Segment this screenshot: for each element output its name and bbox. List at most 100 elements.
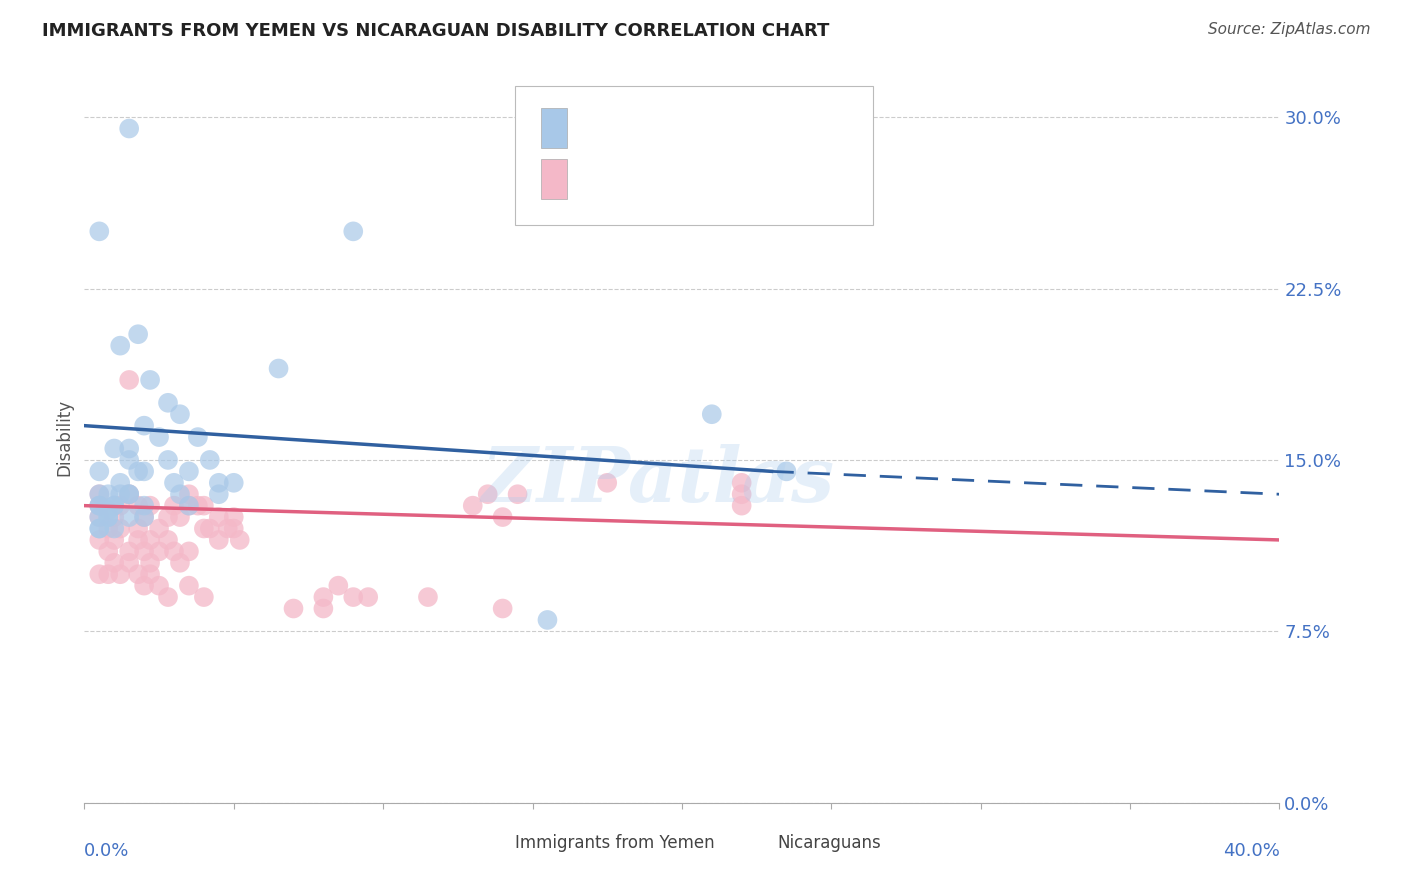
Point	[208, 533, 231, 547]
Y-axis label: Disability: Disability	[55, 399, 73, 475]
Point	[536, 613, 558, 627]
Point	[127, 327, 149, 342]
Point	[110, 487, 132, 501]
Point	[157, 396, 180, 410]
Point	[163, 544, 186, 558]
Point	[89, 510, 111, 524]
Point	[103, 499, 125, 513]
Point	[208, 475, 231, 490]
Point	[132, 544, 156, 558]
Point	[97, 503, 120, 517]
Point	[187, 430, 209, 444]
Point	[177, 544, 200, 558]
Point	[198, 521, 221, 535]
Point	[477, 487, 499, 501]
Point	[775, 464, 797, 478]
Point	[89, 487, 111, 501]
Point	[118, 487, 141, 501]
Point	[148, 430, 170, 444]
Point	[118, 442, 141, 456]
Point	[222, 510, 245, 524]
Text: R = -0.087: R = -0.087	[582, 170, 678, 188]
Point	[89, 521, 111, 535]
FancyBboxPatch shape	[541, 159, 567, 199]
Point	[110, 475, 132, 490]
FancyBboxPatch shape	[515, 86, 873, 225]
Point	[731, 499, 754, 513]
Point	[118, 121, 141, 136]
Point	[157, 453, 180, 467]
Point	[596, 475, 619, 490]
Point	[208, 487, 231, 501]
Point	[89, 499, 111, 513]
Point	[118, 544, 141, 558]
Point	[731, 487, 754, 501]
Text: 40.0%: 40.0%	[1223, 842, 1279, 860]
Text: 0.0%: 0.0%	[84, 842, 129, 860]
Text: Nicaraguans: Nicaraguans	[778, 834, 882, 852]
Point	[89, 464, 111, 478]
Point	[103, 556, 125, 570]
Point	[89, 224, 111, 238]
Point	[89, 521, 111, 535]
Point	[103, 510, 125, 524]
Point	[157, 533, 180, 547]
Point	[148, 544, 170, 558]
Text: ZIPatlas: ZIPatlas	[481, 444, 835, 518]
Point	[169, 556, 191, 570]
Point	[157, 590, 180, 604]
Point	[163, 499, 186, 513]
Point	[461, 499, 484, 513]
Point	[416, 590, 439, 604]
Point	[139, 556, 162, 570]
Point	[267, 361, 290, 376]
Point	[132, 499, 156, 513]
Point	[127, 499, 149, 513]
Point	[89, 499, 111, 513]
Point	[89, 499, 111, 513]
Point	[97, 487, 120, 501]
Point	[731, 475, 754, 490]
Point	[328, 579, 350, 593]
Point	[127, 567, 149, 582]
Point	[118, 556, 141, 570]
Point	[169, 407, 191, 421]
Point	[163, 475, 186, 490]
Point	[139, 499, 162, 513]
Point	[193, 499, 215, 513]
Point	[127, 464, 149, 478]
Point	[357, 590, 380, 604]
Point	[312, 590, 335, 604]
Point	[118, 453, 141, 467]
Point	[229, 533, 252, 547]
Point	[132, 418, 156, 433]
Point	[148, 521, 170, 535]
Text: N = 50: N = 50	[704, 119, 768, 137]
Point	[169, 510, 191, 524]
Point	[103, 521, 125, 535]
Point	[110, 338, 132, 352]
Point	[118, 510, 141, 524]
Point	[97, 544, 120, 558]
FancyBboxPatch shape	[541, 108, 567, 148]
Point	[177, 487, 200, 501]
Point	[283, 601, 305, 615]
Text: IMMIGRANTS FROM YEMEN VS NICARAGUAN DISABILITY CORRELATION CHART: IMMIGRANTS FROM YEMEN VS NICARAGUAN DISA…	[42, 22, 830, 40]
Point	[97, 521, 120, 535]
Point	[97, 510, 120, 524]
Point	[110, 567, 132, 582]
Point	[208, 510, 231, 524]
Point	[177, 579, 200, 593]
Point	[193, 521, 215, 535]
Point	[103, 499, 125, 513]
Point	[148, 579, 170, 593]
Text: Immigrants from Yemen: Immigrants from Yemen	[515, 834, 714, 852]
Point	[132, 510, 156, 524]
Point	[492, 601, 515, 615]
Point	[118, 487, 141, 501]
Point	[169, 487, 191, 501]
Point	[177, 499, 200, 513]
Point	[492, 510, 515, 524]
Point	[110, 499, 132, 513]
Point	[177, 464, 200, 478]
